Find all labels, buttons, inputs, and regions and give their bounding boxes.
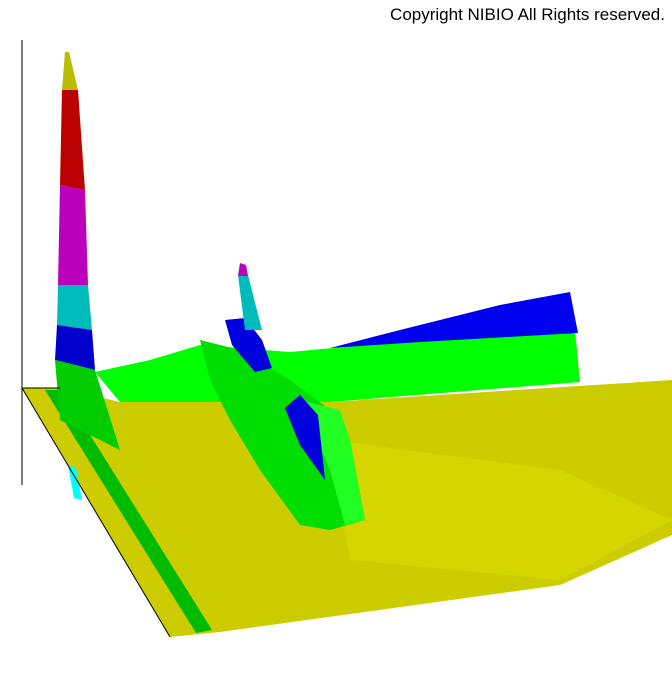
peak-red (60, 90, 85, 190)
mid-peak-magenta (238, 263, 248, 276)
front-strip-green (45, 390, 212, 633)
center-green (200, 340, 365, 530)
center-blue-a (225, 318, 272, 372)
center-blue-b (285, 395, 325, 480)
back-wall-blue (330, 292, 578, 348)
peak-green (55, 360, 120, 450)
peak-magenta (58, 185, 88, 285)
surface (22, 52, 672, 637)
peak-blue (55, 325, 95, 370)
peak-cyan (57, 285, 92, 330)
x-axis (21, 387, 171, 638)
floor-shade (330, 440, 672, 580)
axes (21, 40, 171, 638)
mid-peak-cyan (238, 275, 262, 330)
front-strip-cyan (68, 465, 82, 500)
copyright: Copyright NIBIO All Rights reserved. (390, 5, 665, 24)
peak-yellow (62, 52, 78, 90)
